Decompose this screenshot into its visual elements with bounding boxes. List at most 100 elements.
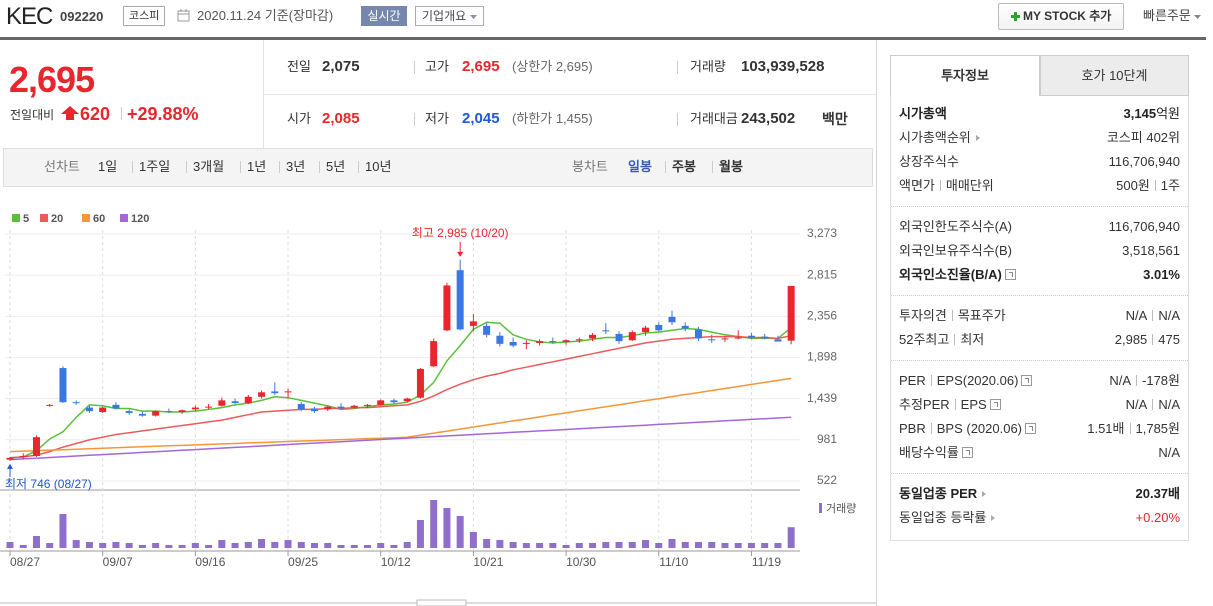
info-label: 외국인보유주식수(B) bbox=[899, 243, 1012, 258]
header-rule bbox=[0, 37, 1206, 40]
info-value: N/A bbox=[1158, 441, 1180, 465]
help-icon[interactable] bbox=[1025, 423, 1037, 434]
value-text: 3.01% bbox=[1143, 267, 1180, 282]
candle-tab[interactable]: 월봉 bbox=[719, 159, 743, 174]
realtime-button[interactable]: 실시간 bbox=[361, 6, 407, 26]
summary-value: 2,695 bbox=[462, 58, 500, 75]
mystock-button[interactable]: MY STOCK 추가 bbox=[998, 3, 1124, 30]
candle-body bbox=[112, 404, 120, 409]
dropdown-arrow bbox=[469, 15, 477, 19]
period-tab[interactable]: 10년 bbox=[365, 159, 392, 174]
info-label: 동일업종 등락률 bbox=[899, 510, 996, 525]
period-tab[interactable]: 1주일 bbox=[139, 159, 171, 174]
candle-body bbox=[708, 339, 716, 341]
help-icon[interactable] bbox=[989, 399, 1001, 410]
candle-tab[interactable]: 일봉 bbox=[628, 159, 652, 174]
volume-bar bbox=[430, 500, 438, 548]
candle-body bbox=[244, 396, 252, 404]
info-value: 1.51배 1,785원 bbox=[1087, 417, 1180, 441]
separator bbox=[132, 161, 133, 173]
candle-body bbox=[575, 339, 583, 341]
candle-body bbox=[271, 391, 279, 394]
volume-bar bbox=[668, 539, 676, 548]
value-unit: 억원 bbox=[1156, 106, 1180, 121]
summary-label: 거래량 bbox=[690, 59, 726, 74]
candle-body bbox=[72, 402, 80, 404]
period-tab[interactable]: 3개월 bbox=[193, 159, 225, 174]
change-rate: +29.88% bbox=[127, 104, 199, 124]
info-row: PBR BPS (2020.06) 1.51배 1,785원 bbox=[891, 417, 1188, 441]
volume-bar bbox=[390, 545, 398, 548]
volume-bar bbox=[231, 543, 239, 548]
info-row: 상장주식수 116,706,940 bbox=[891, 150, 1188, 174]
value-text: N/A bbox=[1125, 397, 1148, 412]
volume-bar bbox=[403, 542, 411, 548]
quick-order-text: 빠른주문 bbox=[1143, 8, 1191, 23]
volume-bar bbox=[787, 527, 795, 548]
candle-body bbox=[761, 336, 769, 339]
x-tick-label: 11/19 bbox=[752, 555, 781, 569]
value-text: 20.37배 bbox=[1135, 486, 1181, 501]
plus-icon bbox=[1010, 12, 1020, 21]
candle-body bbox=[496, 335, 504, 344]
volume-bar bbox=[363, 545, 371, 548]
candle-body bbox=[549, 341, 557, 343]
sidebar-tab[interactable]: 호가 10단계 bbox=[1040, 55, 1189, 96]
moving-average-line bbox=[9, 377, 792, 453]
info-value: 116,706,940 bbox=[1109, 215, 1180, 239]
value-text: 1주 bbox=[1160, 178, 1180, 193]
summary-label: 시가 bbox=[287, 111, 311, 126]
period-tab[interactable]: 3년 bbox=[286, 159, 306, 174]
volume-bar bbox=[138, 545, 146, 548]
period-tab[interactable]: 1일 bbox=[98, 159, 118, 174]
help-icon[interactable] bbox=[1004, 269, 1016, 280]
y-tick-label: 522 bbox=[817, 473, 837, 487]
y-tick-label: 1,439 bbox=[807, 391, 837, 405]
candle-tab[interactable]: 주봉 bbox=[672, 159, 696, 174]
label-text: PBR bbox=[899, 421, 926, 436]
help-icon[interactable] bbox=[1021, 375, 1033, 386]
help-icon[interactable] bbox=[961, 447, 973, 458]
candle-body bbox=[297, 403, 305, 410]
candle-body bbox=[655, 324, 663, 331]
arrow-icon bbox=[991, 515, 996, 521]
label-text: 52주최고 bbox=[899, 332, 950, 347]
volume-bar bbox=[85, 542, 93, 548]
volume-bar bbox=[311, 543, 319, 548]
label-text: 추정PER bbox=[899, 397, 950, 412]
value-text: N/A bbox=[1109, 373, 1132, 388]
quick-order[interactable]: 빠른주문 bbox=[1143, 7, 1202, 25]
candle-body bbox=[178, 410, 186, 413]
volume-bar bbox=[258, 539, 266, 548]
overview-button[interactable]: 기업개요 bbox=[415, 6, 484, 26]
label-text: 외국인소진율(B/A) bbox=[899, 267, 1002, 282]
period-tab[interactable]: 5년 bbox=[326, 159, 346, 174]
separator bbox=[186, 161, 187, 173]
volume-bar bbox=[602, 542, 610, 548]
sidebar-tab[interactable]: 투자정보 bbox=[890, 55, 1040, 96]
date-basis: 기준(장마감) bbox=[264, 8, 334, 23]
info-row: 배당수익률 N/A bbox=[891, 441, 1188, 465]
value-text: 116,706,940 bbox=[1108, 154, 1180, 169]
candle-body bbox=[32, 437, 40, 457]
info-value: N/A N/A bbox=[1126, 304, 1180, 328]
value-text: 475 bbox=[1158, 332, 1180, 347]
candle-body bbox=[774, 339, 782, 342]
legend-swatch bbox=[40, 214, 48, 222]
legend-swatch bbox=[12, 214, 20, 222]
candle-body bbox=[469, 321, 477, 326]
candle-body bbox=[483, 325, 491, 335]
info-row: 추정PER EPS N/A N/A bbox=[891, 393, 1188, 417]
candle-body bbox=[589, 334, 597, 339]
period-tab[interactable]: 1년 bbox=[247, 159, 267, 174]
candle-body bbox=[99, 407, 107, 413]
candle-body bbox=[377, 400, 385, 405]
volume-bar bbox=[377, 543, 385, 548]
x-tick-label: 10/21 bbox=[473, 555, 503, 569]
volume-bar bbox=[536, 543, 544, 548]
low-annotation: 최저 746 (08/27) bbox=[5, 477, 92, 491]
candle-body bbox=[311, 408, 319, 412]
label-text: 동일업종 등락률 bbox=[899, 510, 987, 525]
x-tick-label: 09/16 bbox=[195, 555, 225, 569]
label-text: 시가총액 bbox=[899, 106, 947, 121]
